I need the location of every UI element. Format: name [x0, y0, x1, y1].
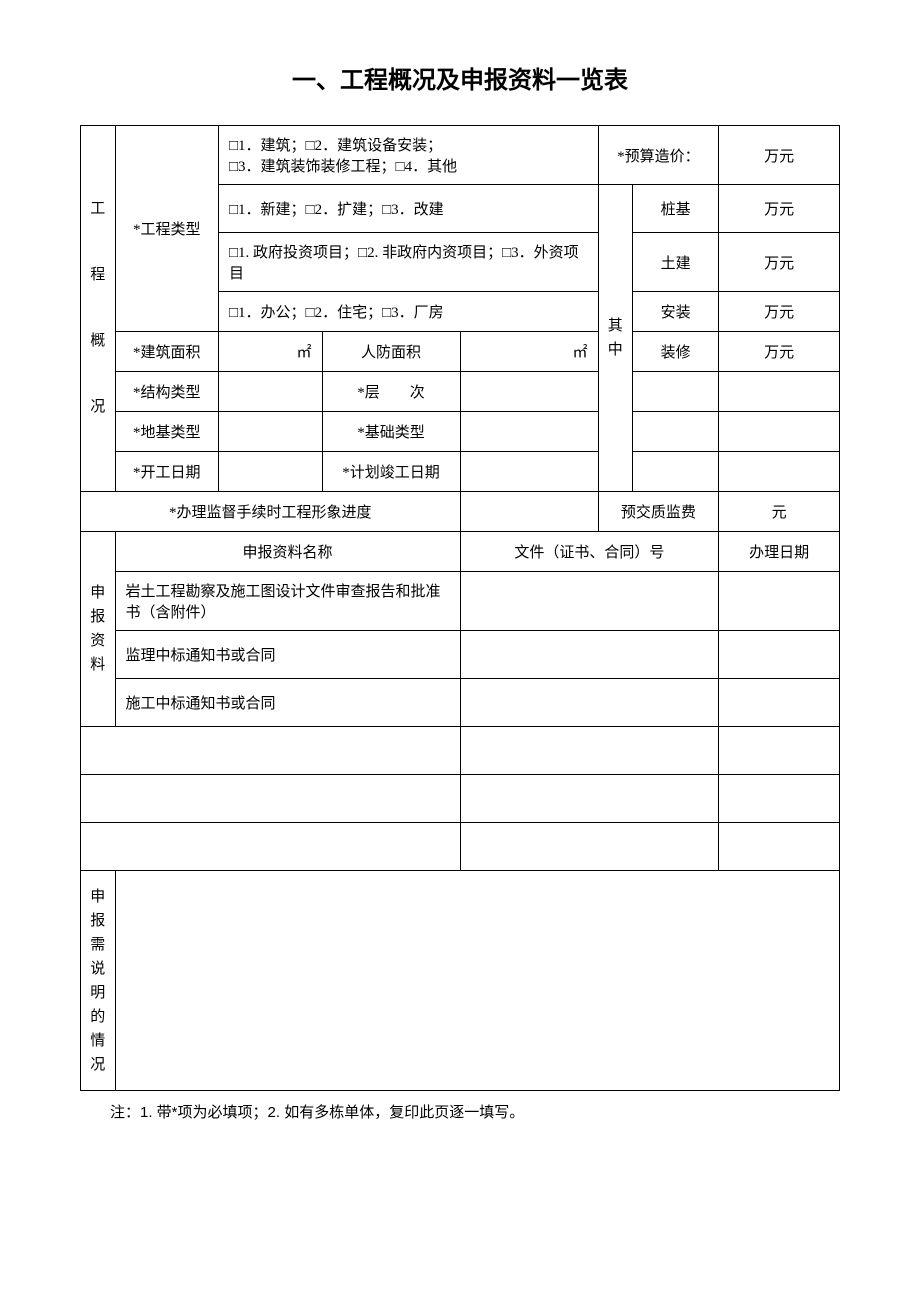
doc-row-1-date[interactable] — [719, 572, 840, 631]
fee-label: 预交质监费 — [598, 492, 719, 532]
base-type-value[interactable] — [460, 412, 598, 452]
blank-row-1-b[interactable] — [460, 727, 719, 775]
end-date-label: *计划竣工日期 — [322, 452, 460, 492]
defense-area-value[interactable]: ㎡ — [460, 332, 598, 372]
floors-label: *层 次 — [322, 372, 460, 412]
blank-row-2-a[interactable] — [81, 775, 461, 823]
proj-type-label: *工程类型 — [115, 126, 219, 332]
doc-num-header: 文件（证书、合同）号 — [460, 532, 719, 572]
among-label: 其 中 — [598, 185, 633, 492]
end-date-value[interactable] — [460, 452, 598, 492]
progress-label: *办理监督手续时工程形象进度 — [81, 492, 461, 532]
blank-row-3-b[interactable] — [460, 823, 719, 871]
start-date-value[interactable] — [219, 452, 323, 492]
fee-value[interactable]: 元 — [719, 492, 840, 532]
struct-type-value[interactable] — [219, 372, 323, 412]
extra-label-2[interactable] — [633, 412, 719, 452]
doc-row-3-date[interactable] — [719, 679, 840, 727]
blank-row-1-c[interactable] — [719, 727, 840, 775]
section-overview-label: 工 程 概 况 — [81, 126, 116, 492]
extra-label-1[interactable] — [633, 372, 719, 412]
cost-item-1: 土建 — [633, 233, 719, 292]
budget-unit: 万元 — [719, 126, 840, 185]
doc-row-3-name: 施工中标通知书或合同 — [115, 679, 460, 727]
cost-value-3[interactable]: 万元 — [719, 332, 840, 372]
doc-row-1-name: 岩土工程勘察及施工图设计文件审查报告和批准书（含附件） — [115, 572, 460, 631]
footnote: 注：1. 带*项为必填项；2. 如有多栋单体，复印此页逐一填写。 — [80, 1101, 840, 1122]
found-type-value[interactable] — [219, 412, 323, 452]
blank-row-3-a[interactable] — [81, 823, 461, 871]
section-notes-label: 申 报 需 说 明 的 情 况 — [81, 871, 116, 1091]
extra-label-3[interactable] — [633, 452, 719, 492]
notes-area[interactable] — [115, 871, 840, 1091]
page-title: 一、工程概况及申报资料一览表 — [80, 60, 840, 95]
doc-name-header: 申报资料名称 — [115, 532, 460, 572]
type-option-1[interactable]: □1．建筑；□2．建筑设备安装； □3．建筑装饰装修工程；□4．其他 — [219, 126, 599, 185]
doc-date-header: 办理日期 — [719, 532, 840, 572]
cost-value-0[interactable]: 万元 — [719, 185, 840, 233]
cost-item-3: 装修 — [633, 332, 719, 372]
extra-value-3[interactable] — [719, 452, 840, 492]
type-option-3[interactable]: □1. 政府投资项目；□2. 非政府内资项目；□3．外资项目 — [219, 233, 599, 292]
doc-row-2-name: 监理中标通知书或合同 — [115, 631, 460, 679]
type-option-2[interactable]: □1．新建；□2．扩建；□3．改建 — [219, 185, 599, 233]
progress-value[interactable] — [460, 492, 598, 532]
budget-label: *预算造价： — [598, 126, 719, 185]
cost-item-0: 桩基 — [633, 185, 719, 233]
doc-row-3-num[interactable] — [460, 679, 719, 727]
blank-row-2-c[interactable] — [719, 775, 840, 823]
start-date-label: *开工日期 — [115, 452, 219, 492]
cost-item-2: 安装 — [633, 292, 719, 332]
type-option-4[interactable]: □1．办公；□2．住宅；□3．厂房 — [219, 292, 599, 332]
doc-row-2-num[interactable] — [460, 631, 719, 679]
cost-value-2[interactable]: 万元 — [719, 292, 840, 332]
defense-area-label: 人防面积 — [322, 332, 460, 372]
blank-row-2-b[interactable] — [460, 775, 719, 823]
doc-row-2-date[interactable] — [719, 631, 840, 679]
base-type-label: *基础类型 — [322, 412, 460, 452]
doc-row-1-num[interactable] — [460, 572, 719, 631]
found-type-label: *地基类型 — [115, 412, 219, 452]
section-docs-label: 申 报 资 料 — [81, 532, 116, 727]
main-table: 工 程 概 况 *工程类型 □1．建筑；□2．建筑设备安装； □3．建筑装饰装修… — [80, 125, 840, 1091]
blank-row-3-c[interactable] — [719, 823, 840, 871]
build-area-label: *建筑面积 — [115, 332, 219, 372]
extra-value-2[interactable] — [719, 412, 840, 452]
blank-row-1-a[interactable] — [81, 727, 461, 775]
floors-value[interactable] — [460, 372, 598, 412]
extra-value-1[interactable] — [719, 372, 840, 412]
cost-value-1[interactable]: 万元 — [719, 233, 840, 292]
struct-type-label: *结构类型 — [115, 372, 219, 412]
build-area-value[interactable]: ㎡ — [219, 332, 323, 372]
